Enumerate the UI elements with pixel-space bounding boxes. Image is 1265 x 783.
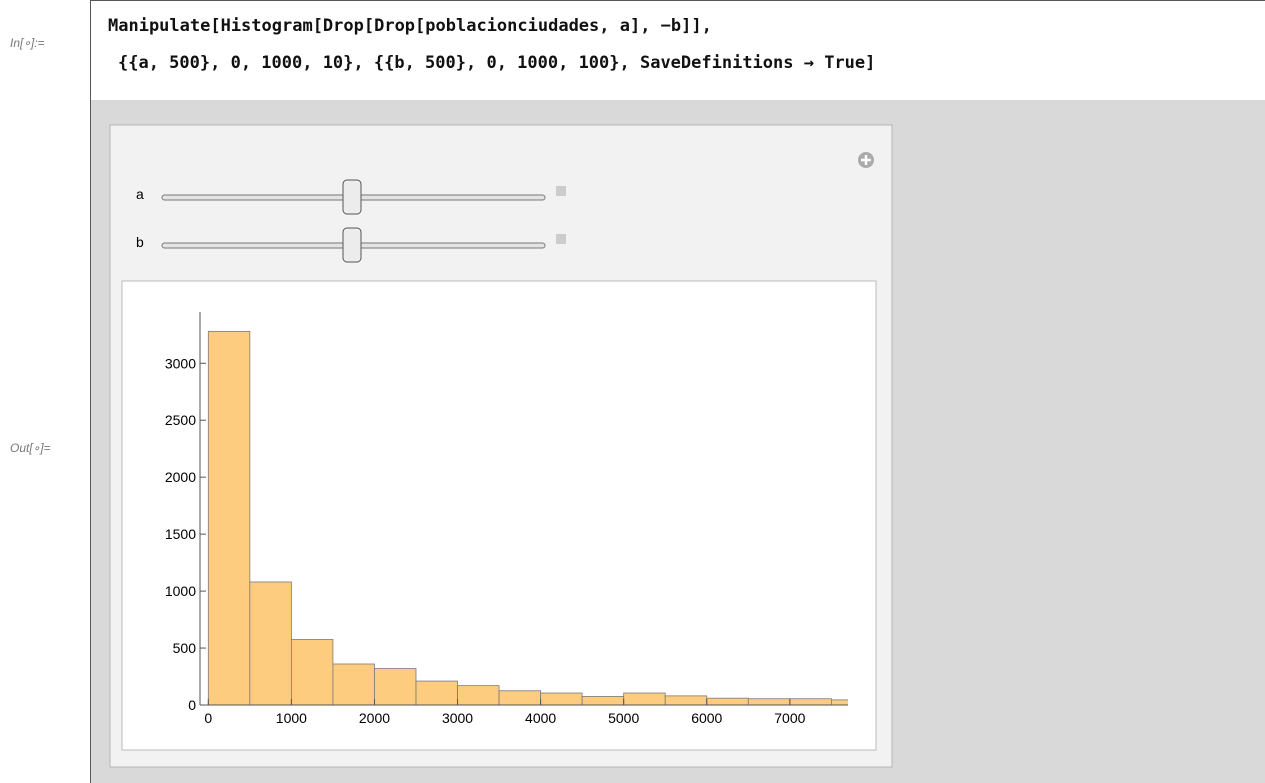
slider-thumb[interactable] [342, 227, 362, 263]
options-icon [861, 155, 871, 165]
bar [249, 581, 292, 706]
x-tick-label: 0 [204, 710, 212, 726]
slider-label: a [136, 186, 144, 202]
bar [374, 668, 417, 706]
bar [540, 692, 583, 706]
bar [498, 690, 542, 706]
bar [664, 695, 708, 706]
bar [290, 639, 334, 706]
bar [830, 699, 848, 706]
slider-thumb[interactable] [342, 179, 362, 215]
x-tick-label: 2000 [359, 710, 390, 726]
bars [207, 330, 848, 706]
bar [457, 685, 500, 706]
y-tick-label: 0 [188, 697, 196, 713]
input-cell[interactable] [90, 0, 1265, 101]
y-tick-label: 2500 [165, 412, 196, 428]
x-tick-label: 3000 [442, 710, 473, 726]
bar [581, 696, 625, 706]
code-line: {{a, 500}, 0, 1000, 10}, {{b, 500}, 0, 1… [118, 53, 876, 73]
y-tick-label: 1500 [165, 526, 196, 542]
y-tick-label: 2000 [165, 469, 196, 485]
in-label: In[∘]:= [10, 36, 45, 50]
y-tick-label: 3000 [165, 355, 196, 371]
x-tick-label: 7000 [774, 710, 805, 726]
out-label: Out[∘]= [10, 441, 51, 455]
bar [623, 692, 666, 706]
bar [415, 680, 458, 706]
x-tick-label: 6000 [691, 710, 722, 726]
x-tick-label: 5000 [608, 710, 639, 726]
code-line: Manipulate[Histogram[Drop[Drop[poblacion… [108, 16, 712, 36]
expand-button[interactable] [556, 234, 566, 244]
slider-label: b [136, 234, 144, 250]
expand-button[interactable] [556, 186, 566, 196]
y-tick-label: 1000 [165, 583, 196, 599]
bar [789, 698, 832, 706]
bar [332, 663, 375, 706]
bar [706, 697, 749, 706]
x-tick-label: 1000 [276, 710, 307, 726]
x-tick-label: 4000 [525, 710, 556, 726]
bar [747, 698, 791, 706]
y-tick-label: 500 [173, 640, 197, 656]
bar [207, 330, 251, 706]
